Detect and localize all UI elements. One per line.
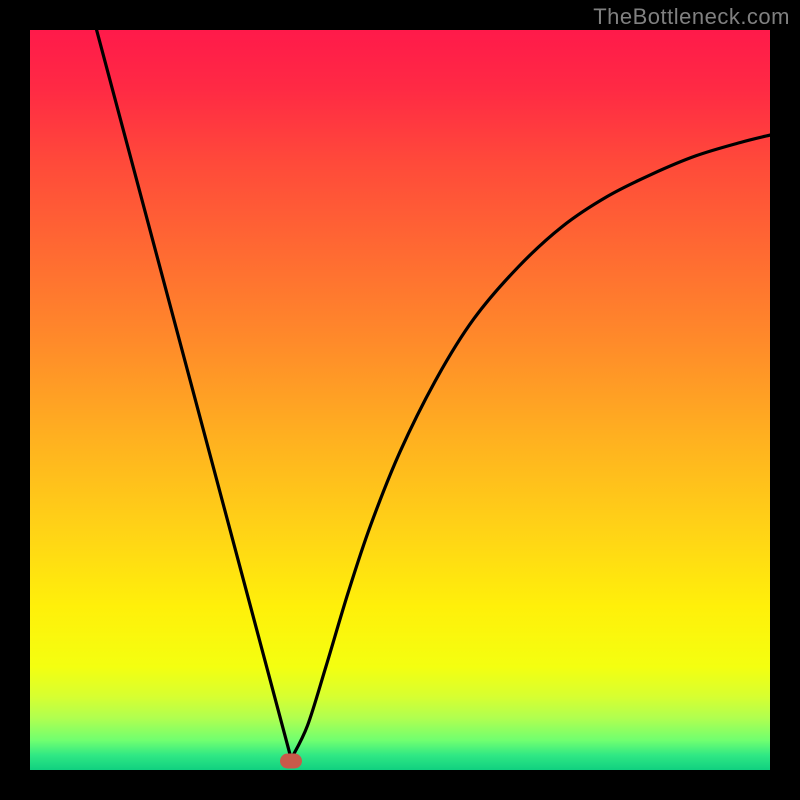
chart-container: TheBottleneck.com [0,0,800,800]
curve-layer [30,30,770,770]
plot-area [30,30,770,770]
minimum-marker [280,754,302,769]
watermark-text: TheBottleneck.com [593,4,790,30]
